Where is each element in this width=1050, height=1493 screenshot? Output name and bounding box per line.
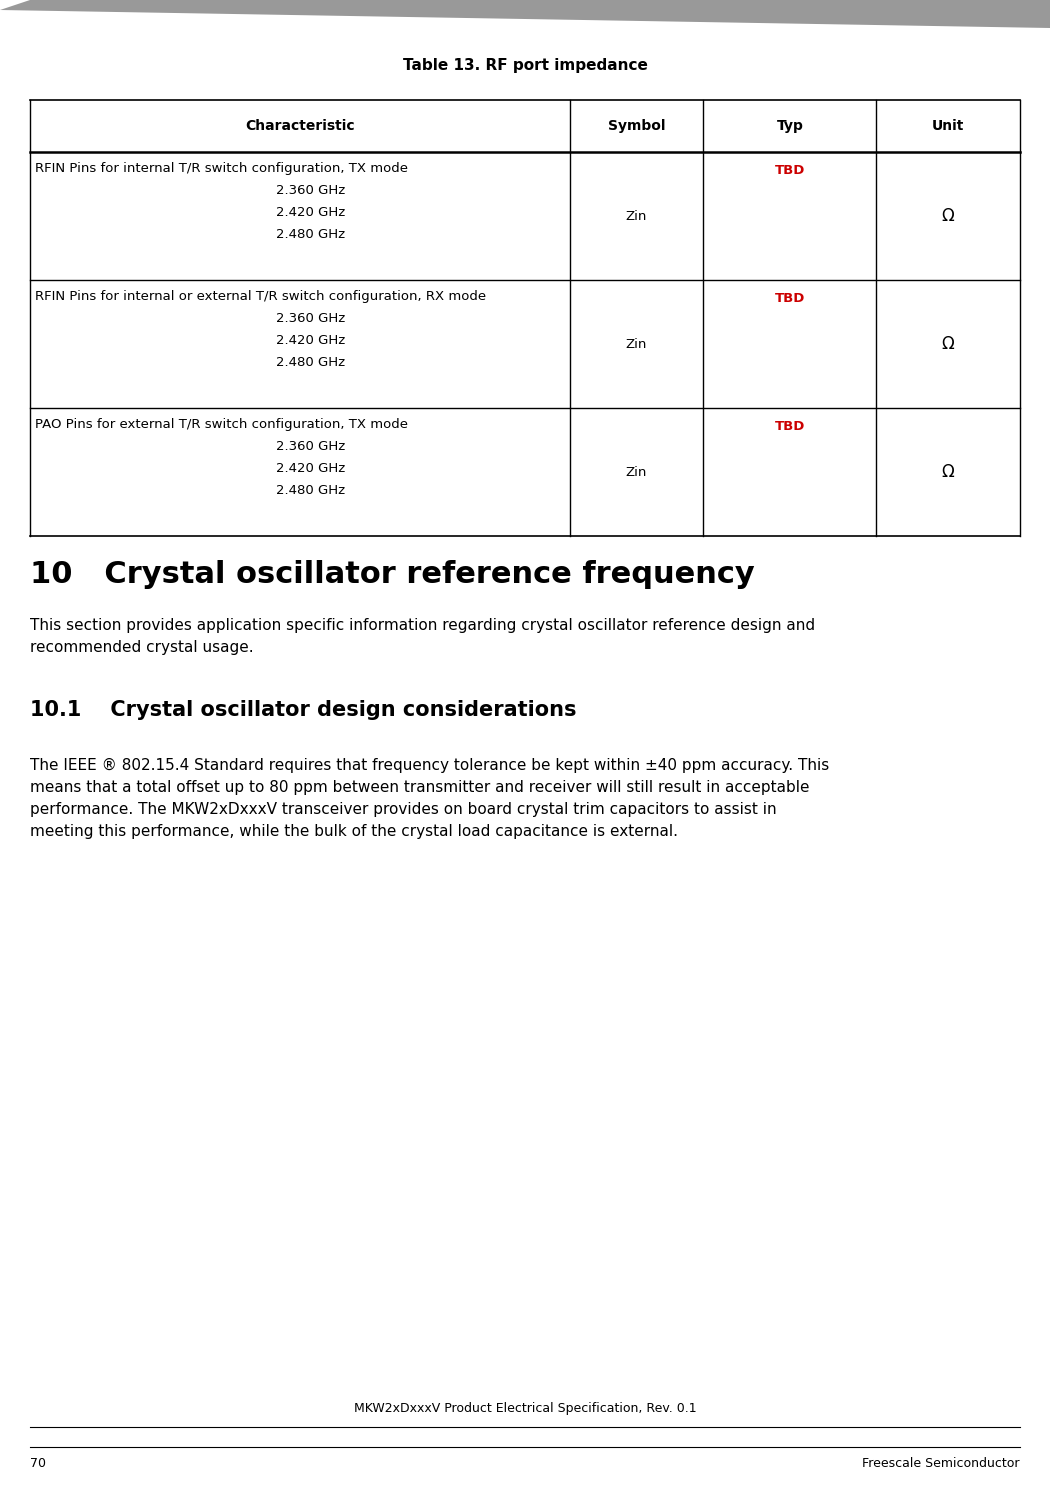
Text: 2.480 GHz: 2.480 GHz bbox=[276, 355, 345, 369]
Text: Symbol: Symbol bbox=[608, 119, 665, 133]
Text: 2.480 GHz: 2.480 GHz bbox=[276, 484, 345, 497]
Text: means that a total offset up to 80 ppm between transmitter and receiver will sti: means that a total offset up to 80 ppm b… bbox=[30, 779, 810, 794]
Text: 2.420 GHz: 2.420 GHz bbox=[276, 334, 345, 346]
Text: The IEEE ® 802.15.4 Standard requires that frequency tolerance be kept within ±4: The IEEE ® 802.15.4 Standard requires th… bbox=[30, 758, 830, 773]
Text: Characteristic: Characteristic bbox=[245, 119, 355, 133]
Text: This section provides application specific information regarding crystal oscilla: This section provides application specif… bbox=[30, 618, 815, 633]
Text: 2.360 GHz: 2.360 GHz bbox=[276, 184, 345, 197]
Text: 2.480 GHz: 2.480 GHz bbox=[276, 228, 345, 240]
Text: TBD: TBD bbox=[775, 164, 805, 178]
Text: RFIN Pins for internal T/R switch configuration, TX mode: RFIN Pins for internal T/R switch config… bbox=[35, 163, 408, 175]
Text: Typ: Typ bbox=[776, 119, 803, 133]
Text: meeting this performance, while the bulk of the crystal load capacitance is exte: meeting this performance, while the bulk… bbox=[30, 824, 678, 839]
Text: MKW2xDxxxV Product Electrical Specification, Rev. 0.1: MKW2xDxxxV Product Electrical Specificat… bbox=[354, 1402, 696, 1415]
Text: 10.1    Crystal oscillator design considerations: 10.1 Crystal oscillator design considera… bbox=[30, 700, 576, 720]
Text: Freescale Semiconductor: Freescale Semiconductor bbox=[862, 1457, 1020, 1471]
Text: Zin: Zin bbox=[626, 209, 647, 222]
Text: 2.360 GHz: 2.360 GHz bbox=[276, 312, 345, 325]
Text: Unit: Unit bbox=[932, 119, 964, 133]
Text: recommended crystal usage.: recommended crystal usage. bbox=[30, 640, 254, 655]
Text: Ω: Ω bbox=[942, 208, 954, 225]
Text: TBD: TBD bbox=[775, 420, 805, 433]
Text: 2.420 GHz: 2.420 GHz bbox=[276, 461, 345, 475]
Text: 2.420 GHz: 2.420 GHz bbox=[276, 206, 345, 219]
Text: Zin: Zin bbox=[626, 466, 647, 478]
Polygon shape bbox=[0, 0, 1050, 28]
Text: RFIN Pins for internal or external T/R switch configuration, RX mode: RFIN Pins for internal or external T/R s… bbox=[35, 290, 486, 303]
Text: 2.360 GHz: 2.360 GHz bbox=[276, 440, 345, 452]
Text: TBD: TBD bbox=[775, 293, 805, 305]
Text: PAO Pins for external T/R switch configuration, TX mode: PAO Pins for external T/R switch configu… bbox=[35, 418, 408, 431]
Text: Ω: Ω bbox=[942, 334, 954, 352]
Text: 10   Crystal oscillator reference frequency: 10 Crystal oscillator reference frequenc… bbox=[30, 560, 755, 590]
Text: 70: 70 bbox=[30, 1457, 46, 1471]
Text: Zin: Zin bbox=[626, 337, 647, 351]
Text: performance. The MKW2xDxxxV transceiver provides on board crystal trim capacitor: performance. The MKW2xDxxxV transceiver … bbox=[30, 802, 777, 817]
Text: Table 13. RF port impedance: Table 13. RF port impedance bbox=[402, 58, 648, 73]
Text: Ω: Ω bbox=[942, 463, 954, 481]
